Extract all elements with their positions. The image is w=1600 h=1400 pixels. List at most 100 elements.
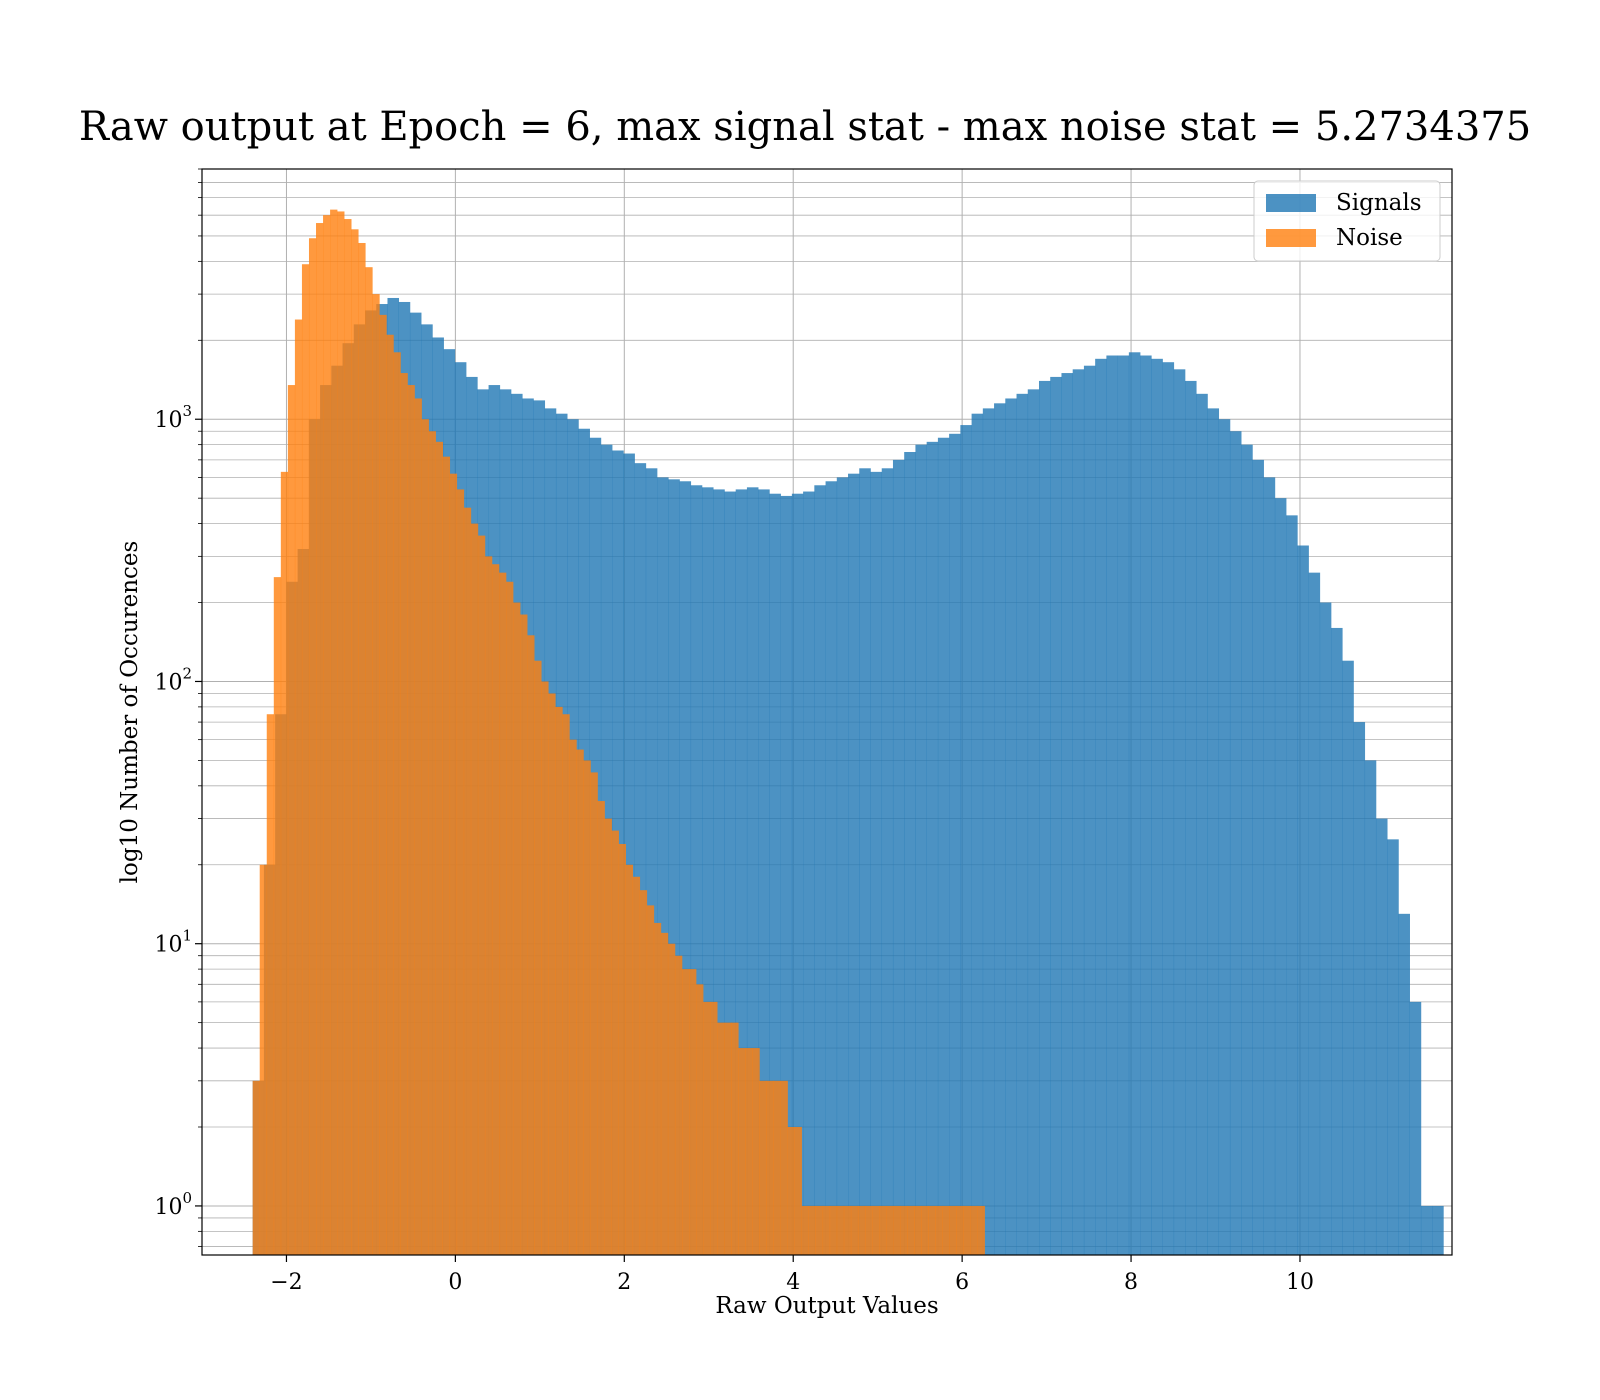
legend-swatch-signals: [1266, 194, 1316, 212]
noise-bar: [435, 441, 444, 1256]
noise-bar: [822, 1205, 831, 1255]
noise-bar: [597, 801, 605, 1255]
signals-bar: [758, 489, 770, 1255]
noise-bar: [569, 739, 577, 1255]
signals-bar: [1050, 376, 1062, 1255]
noise-bar: [337, 211, 345, 1256]
signals-bar: [915, 444, 927, 1255]
noise-bar: [499, 572, 507, 1255]
noise-bar: [562, 714, 570, 1255]
noise-bar: [513, 602, 521, 1255]
x-tick-label: 2: [617, 1270, 631, 1295]
noise-bar: [864, 1205, 873, 1255]
noise-bar: [956, 1205, 964, 1255]
noise-bar: [576, 749, 584, 1255]
signals-bar: [892, 459, 905, 1256]
noise-bar: [738, 1048, 746, 1255]
signals-bar: [1409, 1001, 1422, 1255]
noise-bar: [703, 1001, 711, 1255]
signals-bar: [1229, 431, 1242, 1256]
noise-bar: [836, 1205, 845, 1255]
legend-label-signals: Signals: [1336, 190, 1422, 216]
signals-bar: [1432, 1205, 1444, 1255]
noise-bar: [555, 706, 563, 1255]
plot-frame: [201, 168, 1453, 1256]
signals-bar: [1353, 722, 1366, 1255]
signals-bar: [994, 403, 1006, 1255]
signals-bar: [690, 485, 703, 1255]
signals-bar: [1364, 760, 1377, 1255]
y-tick-label: 102: [154, 664, 192, 695]
noise-bar: [273, 577, 282, 1255]
signals-bar: [1207, 408, 1220, 1255]
noise-bar: [259, 864, 268, 1255]
signals-bar: [702, 487, 714, 1255]
noise-bar: [942, 1205, 950, 1255]
noise-bar: [710, 1001, 718, 1255]
noise-bar: [773, 1080, 781, 1255]
noise-bar: [724, 1022, 732, 1255]
axis-ticks: −2 0 2 4 6 8 10 100 101 102 103: [154, 168, 1314, 1295]
signals-bar: [657, 477, 669, 1255]
signals-bar: [1308, 572, 1321, 1255]
signals-bar: [1196, 393, 1208, 1256]
noise-bar: [449, 473, 458, 1255]
signals-bar: [1128, 352, 1141, 1255]
noise-bar: [935, 1205, 943, 1255]
y-tick-label: 101: [154, 927, 192, 958]
signals-bar: [1241, 444, 1253, 1255]
noise-bar: [400, 373, 408, 1255]
signals-bar: [982, 408, 995, 1255]
histogram-bars: [252, 209, 1444, 1256]
noise-bar: [541, 681, 549, 1255]
signals-bar: [1083, 365, 1096, 1255]
signals-bar: [814, 485, 826, 1255]
noise-bar: [745, 1048, 753, 1255]
noise-bar: [379, 314, 387, 1255]
noise-bar: [928, 1205, 936, 1255]
noise-bar: [653, 922, 662, 1255]
noise-bar: [477, 535, 486, 1255]
signals-bar: [623, 453, 635, 1255]
signals-bar: [1218, 419, 1231, 1255]
noise-bar: [843, 1205, 852, 1255]
legend: Signals Noise: [1253, 180, 1441, 262]
noise-bar: [351, 229, 359, 1256]
signals-bar: [1072, 369, 1085, 1256]
signals-bar: [780, 495, 793, 1256]
signals-bar: [1095, 358, 1107, 1255]
noise-bar: [815, 1205, 824, 1255]
signals-bar: [1140, 355, 1152, 1255]
signals-bar: [735, 489, 748, 1255]
noise-bar: [520, 614, 528, 1255]
noise-bar: [731, 1022, 739, 1255]
x-tick-label: 8: [1124, 1270, 1138, 1295]
noise-bar: [759, 1080, 767, 1255]
noise-bar: [323, 215, 331, 1255]
noise-bar: [872, 1205, 880, 1255]
signals-bar: [1252, 459, 1264, 1256]
signals-bar: [1185, 380, 1197, 1255]
x-axis-label: Raw Output Values: [715, 1293, 938, 1319]
noise-bar: [421, 419, 429, 1255]
x-tick-label: 6: [955, 1270, 969, 1295]
signals-bar: [1375, 818, 1388, 1255]
noise-bar: [674, 955, 683, 1255]
signals-bar: [1038, 380, 1051, 1255]
noise-bar: [428, 431, 436, 1256]
noise-bar: [301, 264, 310, 1256]
noise-bar: [794, 1126, 802, 1255]
noise-bar: [886, 1205, 894, 1255]
chart-title: Raw output at Epoch = 6, max signal stat…: [79, 104, 1531, 150]
signals-bar: [881, 468, 894, 1256]
noise-bar: [280, 471, 289, 1255]
x-tick-label: −2: [270, 1270, 302, 1295]
noise-bar: [491, 564, 500, 1255]
signals-bar: [1398, 913, 1410, 1255]
noise-bar: [632, 876, 641, 1255]
signals-bar: [1117, 355, 1130, 1255]
noise-bar: [879, 1205, 887, 1255]
noise-bar: [414, 398, 422, 1255]
noise-bar: [266, 714, 275, 1255]
